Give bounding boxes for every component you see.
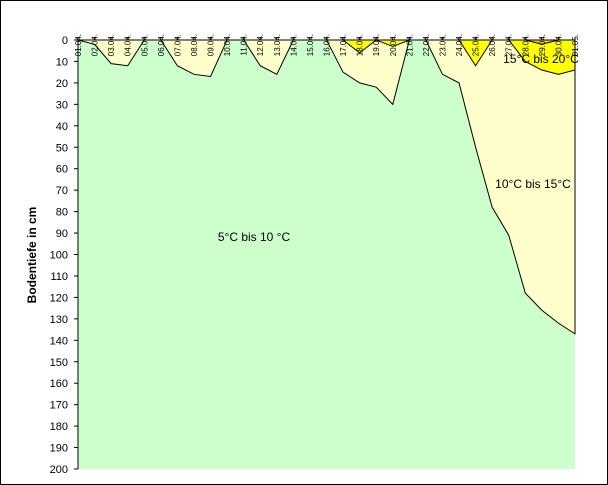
y-tick-label: 40 [56,121,68,133]
x-tick-label: 25.04. [472,34,481,56]
y-tick-label: 110 [50,271,68,283]
x-tick-label: 02.04. [91,34,100,56]
x-tick-label: 21.04. [405,34,414,56]
x-tick-label: 09.04. [207,34,216,56]
x-tick-label: 10.04. [223,34,232,56]
x-tick-label: 12.04. [256,34,265,56]
y-tick-label: 170 [50,400,68,412]
x-tick-label: 04.04. [124,34,133,56]
x-tick-label: 17.04. [339,34,348,56]
x-tick-label: 23.04. [438,34,447,56]
x-tick-label: 19.04. [372,34,381,56]
x-tick-label: 27.04. [505,34,514,56]
x-tick-label: 16.04. [323,34,332,56]
y-tick-label: 90 [56,228,68,240]
x-tick-label: 01.05. [571,34,580,56]
x-tick-label: 13.04. [273,34,282,56]
y-tick-label: 160 [50,378,68,390]
y-tick-label: 10 [56,56,68,68]
y-tick-label: 130 [50,314,68,326]
x-tick-label: 29.04. [538,34,547,56]
y-tick-label: 0 [62,35,68,47]
zone-label-15-20: 15°C bis 20°C [503,52,579,66]
y-tick-label: 60 [56,164,68,176]
y-tick-labels: 0 10 20 30 40 50 60 70 80 90 100 110 120 130 140 150 160… [50,35,68,476]
x-tick-label: 24.04. [455,34,464,56]
y-tick-label: 30 [56,99,68,111]
x-tick-label: 11.04. [240,34,249,56]
x-tick-label: 03.04. [107,34,116,56]
x-tick-label: 22.04. [422,34,431,56]
zone-10-15-area [77,39,576,335]
x-tick-label: 01.04. [74,34,83,56]
x-tick-label: 20.04. [389,34,398,56]
x-tick-label: 26.04. [488,34,497,56]
y-tick-label: 20 [56,78,68,90]
x-tick-label: 05.04. [140,34,149,56]
x-tick-label: 07.04. [173,34,182,56]
zone-label-5-10: 5°C bis 10 °C [218,230,291,244]
y-tick-label: 120 [50,292,68,304]
y-tick-label: 50 [56,142,68,154]
x-tick-label: 15.04. [306,34,315,56]
x-tick-labels: 01.04. 02.04. 03.04. 04.04. 05.04. 06.04. 07.0… [74,34,580,56]
y-tick-label: 190 [50,443,68,455]
y-tick-label: 180 [50,421,68,433]
zone-label-10-15: 10°C bis 15°C [495,177,571,191]
y-tick-label: 200 [50,464,68,476]
y-tick-label: 140 [50,335,68,347]
x-tick-label: 08.04. [190,34,199,56]
y-tick-label: 150 [50,357,68,369]
y-tick-label: 100 [50,250,68,262]
x-tick-label: 14.04. [289,34,298,56]
y-axis-label: Bodentiefe in cm [25,207,39,304]
axes [74,37,576,470]
x-tick-label: 18.04. [356,34,365,56]
y-tick-label: 70 [56,185,68,197]
x-tick-label: 28.04. [521,34,530,56]
x-tick-label: 30.04. [554,34,563,56]
x-tick-label: 06.04. [157,34,166,56]
y-tick-label: 80 [56,207,68,219]
